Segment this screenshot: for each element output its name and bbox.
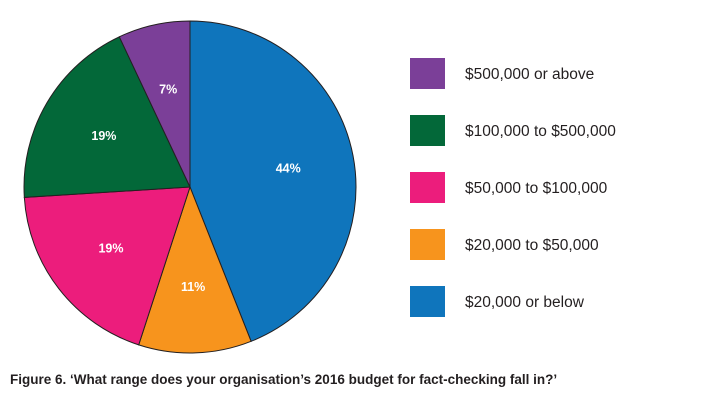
- slice-label-50-000-to-100-000: 19%: [98, 241, 123, 255]
- pie-slice-labels: 44% 11% 19% 19% 7%: [91, 82, 300, 294]
- legend-swatch-100-000-to-500-000: [410, 115, 445, 146]
- legend: $500,000 or above $100,000 to $500,000 $50…: [410, 58, 616, 317]
- pie-slice-500-000-or-above: [118, 20, 191, 188]
- slice-label-20-000-to-50-000: 11%: [181, 280, 205, 294]
- legend-label-100-000-to-500-000: $100,000 to $500,000: [465, 123, 616, 140]
- slice-label-20-000-or-below: 44%: [276, 161, 301, 175]
- legend-label-20-000-or-below: $20,000 or below: [465, 294, 585, 311]
- legend-swatch-50-000-to-100-000: [410, 172, 445, 203]
- slice-label-500-000-or-above: 7%: [159, 82, 177, 96]
- legend-label-500-000-or-above: $500,000 or above: [465, 66, 594, 83]
- legend-swatch-20-000-or-below: [410, 286, 445, 317]
- legend-swatch-500-000-or-above: [410, 58, 445, 89]
- figure-caption: Figure 6. ‘What range does your organisa…: [10, 372, 558, 387]
- legend-label-50-000-to-100-000: $50,000 to $100,000: [465, 180, 608, 197]
- legend-label-20-000-to-50-000: $20,000 to $50,000: [465, 237, 599, 254]
- slice-label-100-000-to-500-000: 19%: [91, 129, 116, 143]
- pie-slice-20-000-to-50-000: [138, 185, 252, 354]
- pie-slice-50-000-to-100-000: [23, 186, 191, 346]
- pie-slice-20-000-or-below: [189, 20, 357, 342]
- pie-slice-100-000-to-500-000: [23, 36, 191, 198]
- legend-swatch-20-000-to-50-000: [410, 229, 445, 260]
- pie-slices: [23, 20, 357, 354]
